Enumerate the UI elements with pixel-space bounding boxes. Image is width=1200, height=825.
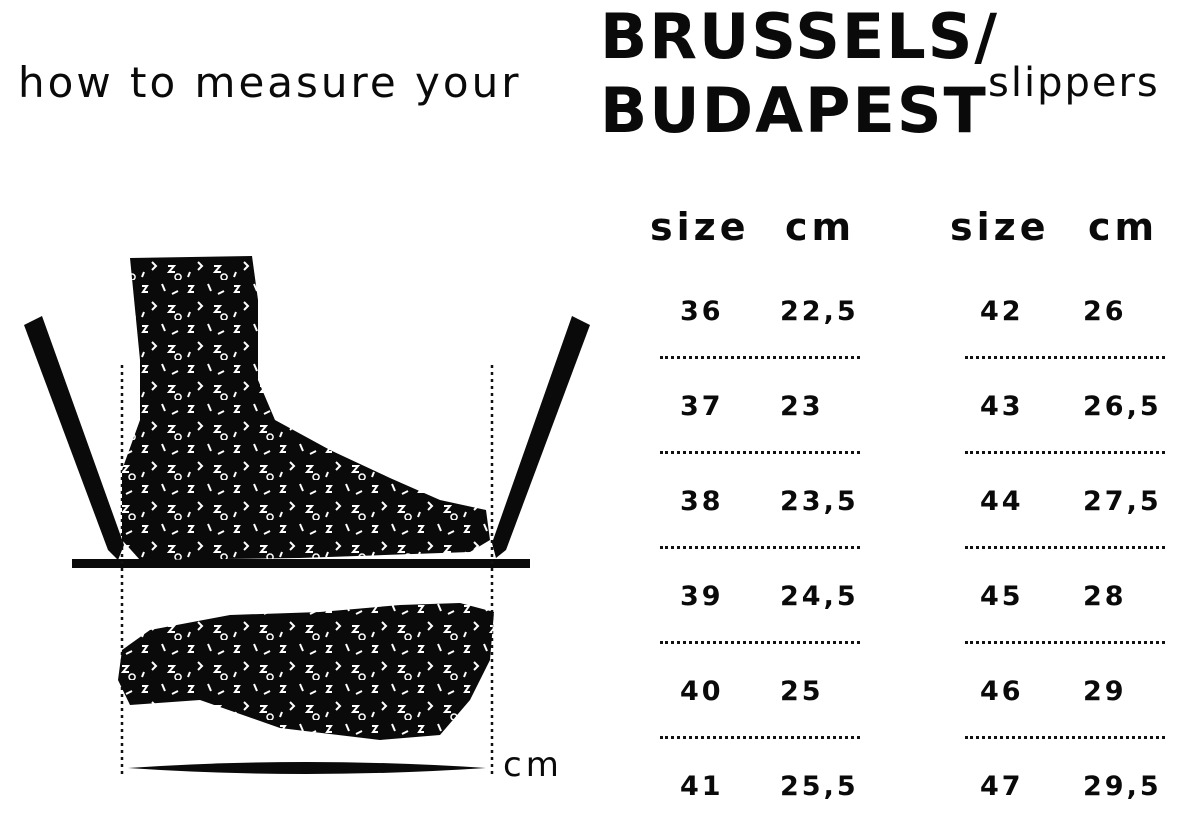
- product-name-line1: BRUSSELS/: [600, 0, 1000, 73]
- ground-line: [72, 559, 530, 568]
- row-divider: [965, 356, 1165, 359]
- left-pencil-icon: [24, 316, 124, 560]
- size-value: 38: [680, 486, 724, 517]
- size-value: 41: [680, 771, 724, 802]
- size-value: 40: [680, 676, 724, 707]
- right-pencil-icon: [492, 316, 590, 558]
- cm-value: 26,5: [1083, 391, 1162, 422]
- size-value: 37: [680, 391, 724, 422]
- cm-value: 28: [1083, 581, 1127, 612]
- title-intro: how to measure your: [18, 58, 522, 107]
- product-name-line2: BUDAPEST: [600, 74, 988, 147]
- header-cm-right: cm: [1088, 205, 1159, 249]
- header-size-right: size: [950, 205, 1050, 249]
- row-divider: [660, 356, 860, 359]
- cm-value: 25: [780, 676, 824, 707]
- size-value: 45: [980, 581, 1024, 612]
- size-value: 36: [680, 296, 724, 327]
- row-divider: [965, 641, 1165, 644]
- size-value: 39: [680, 581, 724, 612]
- foot-side-view: [122, 256, 490, 560]
- cm-value: 23,5: [780, 486, 859, 517]
- size-value: 46: [980, 676, 1024, 707]
- cm-value: 29,5: [1083, 771, 1162, 802]
- size-value: 47: [980, 771, 1024, 802]
- size-value: 43: [980, 391, 1024, 422]
- row-divider: [660, 546, 860, 549]
- cm-value: 26: [1083, 296, 1127, 327]
- cm-value: 24,5: [780, 581, 859, 612]
- header-cm-left: cm: [785, 205, 856, 249]
- cm-value: 22,5: [780, 296, 859, 327]
- size-value: 42: [980, 296, 1024, 327]
- foot-top-view: [118, 603, 494, 740]
- header-size-left: size: [650, 205, 750, 249]
- title-suffix: slippers: [988, 60, 1160, 106]
- cm-value: 25,5: [780, 771, 859, 802]
- cm-value: 27,5: [1083, 486, 1162, 517]
- size-value: 44: [980, 486, 1024, 517]
- cm-value: 23: [780, 391, 824, 422]
- row-divider: [965, 546, 1165, 549]
- measure-unit-label: cm: [503, 745, 563, 785]
- product-name: BRUSSELS/ BUDAPEST: [600, 0, 999, 148]
- length-measure-bar: [128, 762, 486, 774]
- cm-value: 29: [1083, 676, 1127, 707]
- row-divider: [660, 641, 860, 644]
- row-divider: [660, 451, 860, 454]
- row-divider: [965, 451, 1165, 454]
- row-divider: [965, 736, 1165, 739]
- row-divider: [660, 736, 860, 739]
